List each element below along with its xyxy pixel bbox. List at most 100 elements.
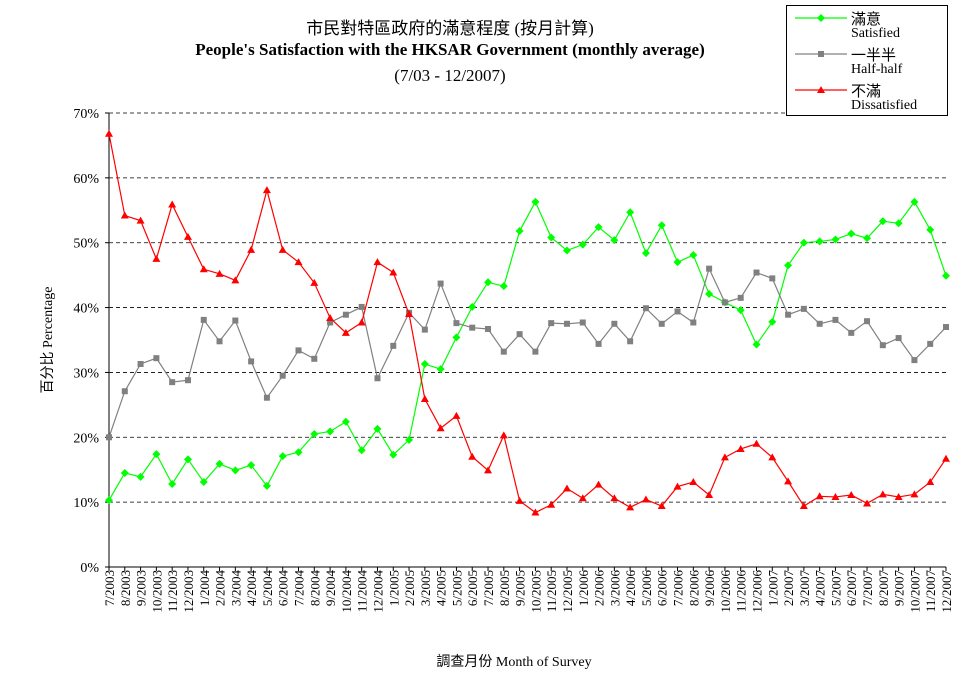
x-tick-label: 8/2006 [686, 570, 701, 607]
x-tick-label: 4/2007 [813, 570, 828, 607]
data-point-satisfied [910, 197, 919, 206]
x-tick-label: 11/2003 [165, 570, 180, 612]
data-point-dissatisfied [120, 211, 129, 219]
data-point-satisfied [610, 236, 619, 245]
data-point-half-half [785, 311, 792, 318]
x-tick-label: 11/2004 [355, 570, 370, 613]
data-point-dissatisfied [705, 491, 714, 499]
data-point-half-half [500, 348, 507, 355]
x-tick-label: 6/2006 [655, 570, 670, 607]
data-point-half-half [674, 308, 681, 315]
data-point-satisfied [278, 452, 287, 461]
x-tick-label: 4/2005 [434, 570, 449, 606]
x-tick-label: 3/2007 [797, 570, 812, 607]
data-point-dissatisfied [910, 490, 919, 498]
data-point-satisfied [341, 417, 350, 426]
data-point-half-half [532, 348, 539, 355]
data-point-satisfied [373, 424, 382, 433]
data-point-half-half [358, 303, 365, 310]
data-point-satisfied [247, 461, 256, 470]
data-point-satisfied [768, 317, 777, 326]
data-point-dissatisfied [484, 466, 493, 474]
data-point-dissatisfied [326, 313, 335, 321]
data-point-half-half [769, 275, 776, 282]
data-point-half-half [374, 375, 381, 382]
legend-marker-satisfied [795, 14, 847, 22]
data-point-half-half [579, 319, 586, 326]
x-tick-label: 9/2006 [702, 570, 717, 607]
x-tick-label: 1/2005 [386, 570, 401, 606]
y-tick-label: 70% [73, 107, 99, 122]
x-tick-label: 9/2007 [892, 570, 907, 607]
data-point-dissatisfied [105, 129, 113, 137]
data-point-satisfied [942, 271, 950, 280]
x-tick-label: 4/2006 [623, 570, 638, 607]
data-point-half-half [232, 317, 239, 324]
data-point-half-half [721, 299, 728, 306]
data-point-dissatisfied [768, 453, 777, 461]
data-point-dissatisfied [247, 245, 256, 253]
data-point-satisfied [689, 251, 698, 260]
y-tick-label: 50% [73, 237, 99, 252]
data-point-dissatisfied [894, 492, 903, 500]
data-point-half-half [848, 329, 855, 336]
legend-label-satisfied-en: Satisfied [851, 26, 900, 41]
data-point-dissatisfied [594, 480, 603, 488]
data-point-half-half [169, 379, 176, 386]
x-tick-label: 1/2004 [197, 570, 212, 607]
data-point-satisfied [199, 478, 208, 487]
series-line-half-half [108, 266, 947, 438]
data-point-satisfied [405, 435, 414, 444]
data-point-satisfied [562, 246, 571, 255]
data-point-half-half [390, 342, 397, 349]
x-axis-label: 調查月份 Month of Survey [436, 654, 591, 670]
data-point-half-half [421, 326, 428, 333]
y-tick-label: 20% [73, 431, 99, 446]
x-tick-label: 3/2005 [418, 570, 433, 606]
data-point-satisfied [436, 365, 445, 374]
data-point-half-half [879, 342, 886, 349]
data-point-half-half [153, 355, 160, 362]
data-point-satisfied [878, 217, 887, 226]
x-tick-label: 6/2007 [844, 570, 859, 607]
data-point-dissatisfied [310, 278, 319, 286]
data-point-dissatisfied [926, 478, 935, 486]
legend-item-dissatisfied: 不滿 Dissatisfied [787, 78, 947, 114]
data-point-dissatisfied [452, 411, 461, 419]
x-tick-label: 8/2003 [118, 570, 133, 606]
data-point-half-half [200, 316, 207, 323]
x-tick-label: 9/2003 [134, 570, 149, 606]
axes [105, 112, 947, 571]
data-point-dissatisfied [515, 496, 524, 504]
x-tick-label: 2/2004 [213, 570, 228, 607]
data-point-half-half [658, 320, 665, 327]
data-point-satisfied [531, 197, 540, 206]
data-point-dissatisfied [720, 453, 729, 461]
data-point-dissatisfied [752, 439, 761, 447]
data-point-satisfied [152, 450, 161, 459]
x-tick-label: 12/2007 [939, 570, 954, 613]
data-point-half-half [627, 338, 634, 345]
chart-title: 市民對特區政府的滿意程度 (按月計算) [306, 19, 594, 38]
data-point-half-half [611, 320, 618, 327]
x-tick-label: 2/2007 [781, 570, 796, 607]
data-point-dissatisfied [736, 444, 745, 452]
series-line-dissatisfied [108, 133, 947, 514]
data-point-satisfied [136, 472, 145, 481]
legend: 滿意 Satisfied 一半半 Half-half 不滿 Dissatisfi… [786, 5, 948, 116]
data-point-satisfied [484, 278, 493, 287]
data-point-dissatisfied [641, 495, 650, 503]
data-point-half-half [895, 335, 902, 342]
data-point-dissatisfied [373, 258, 382, 266]
data-point-half-half [816, 320, 823, 327]
data-point-half-half [753, 269, 760, 276]
data-point-satisfied [815, 237, 824, 246]
x-tick-label: 6/2005 [465, 570, 480, 606]
data-point-half-half [927, 340, 934, 347]
legend-label-dissatisfied-en: Dissatisfied [851, 98, 918, 113]
series-group [105, 129, 950, 516]
data-point-dissatisfied [436, 424, 445, 432]
data-point-dissatisfied [689, 478, 698, 486]
x-tick-label: 5/2006 [639, 570, 654, 607]
